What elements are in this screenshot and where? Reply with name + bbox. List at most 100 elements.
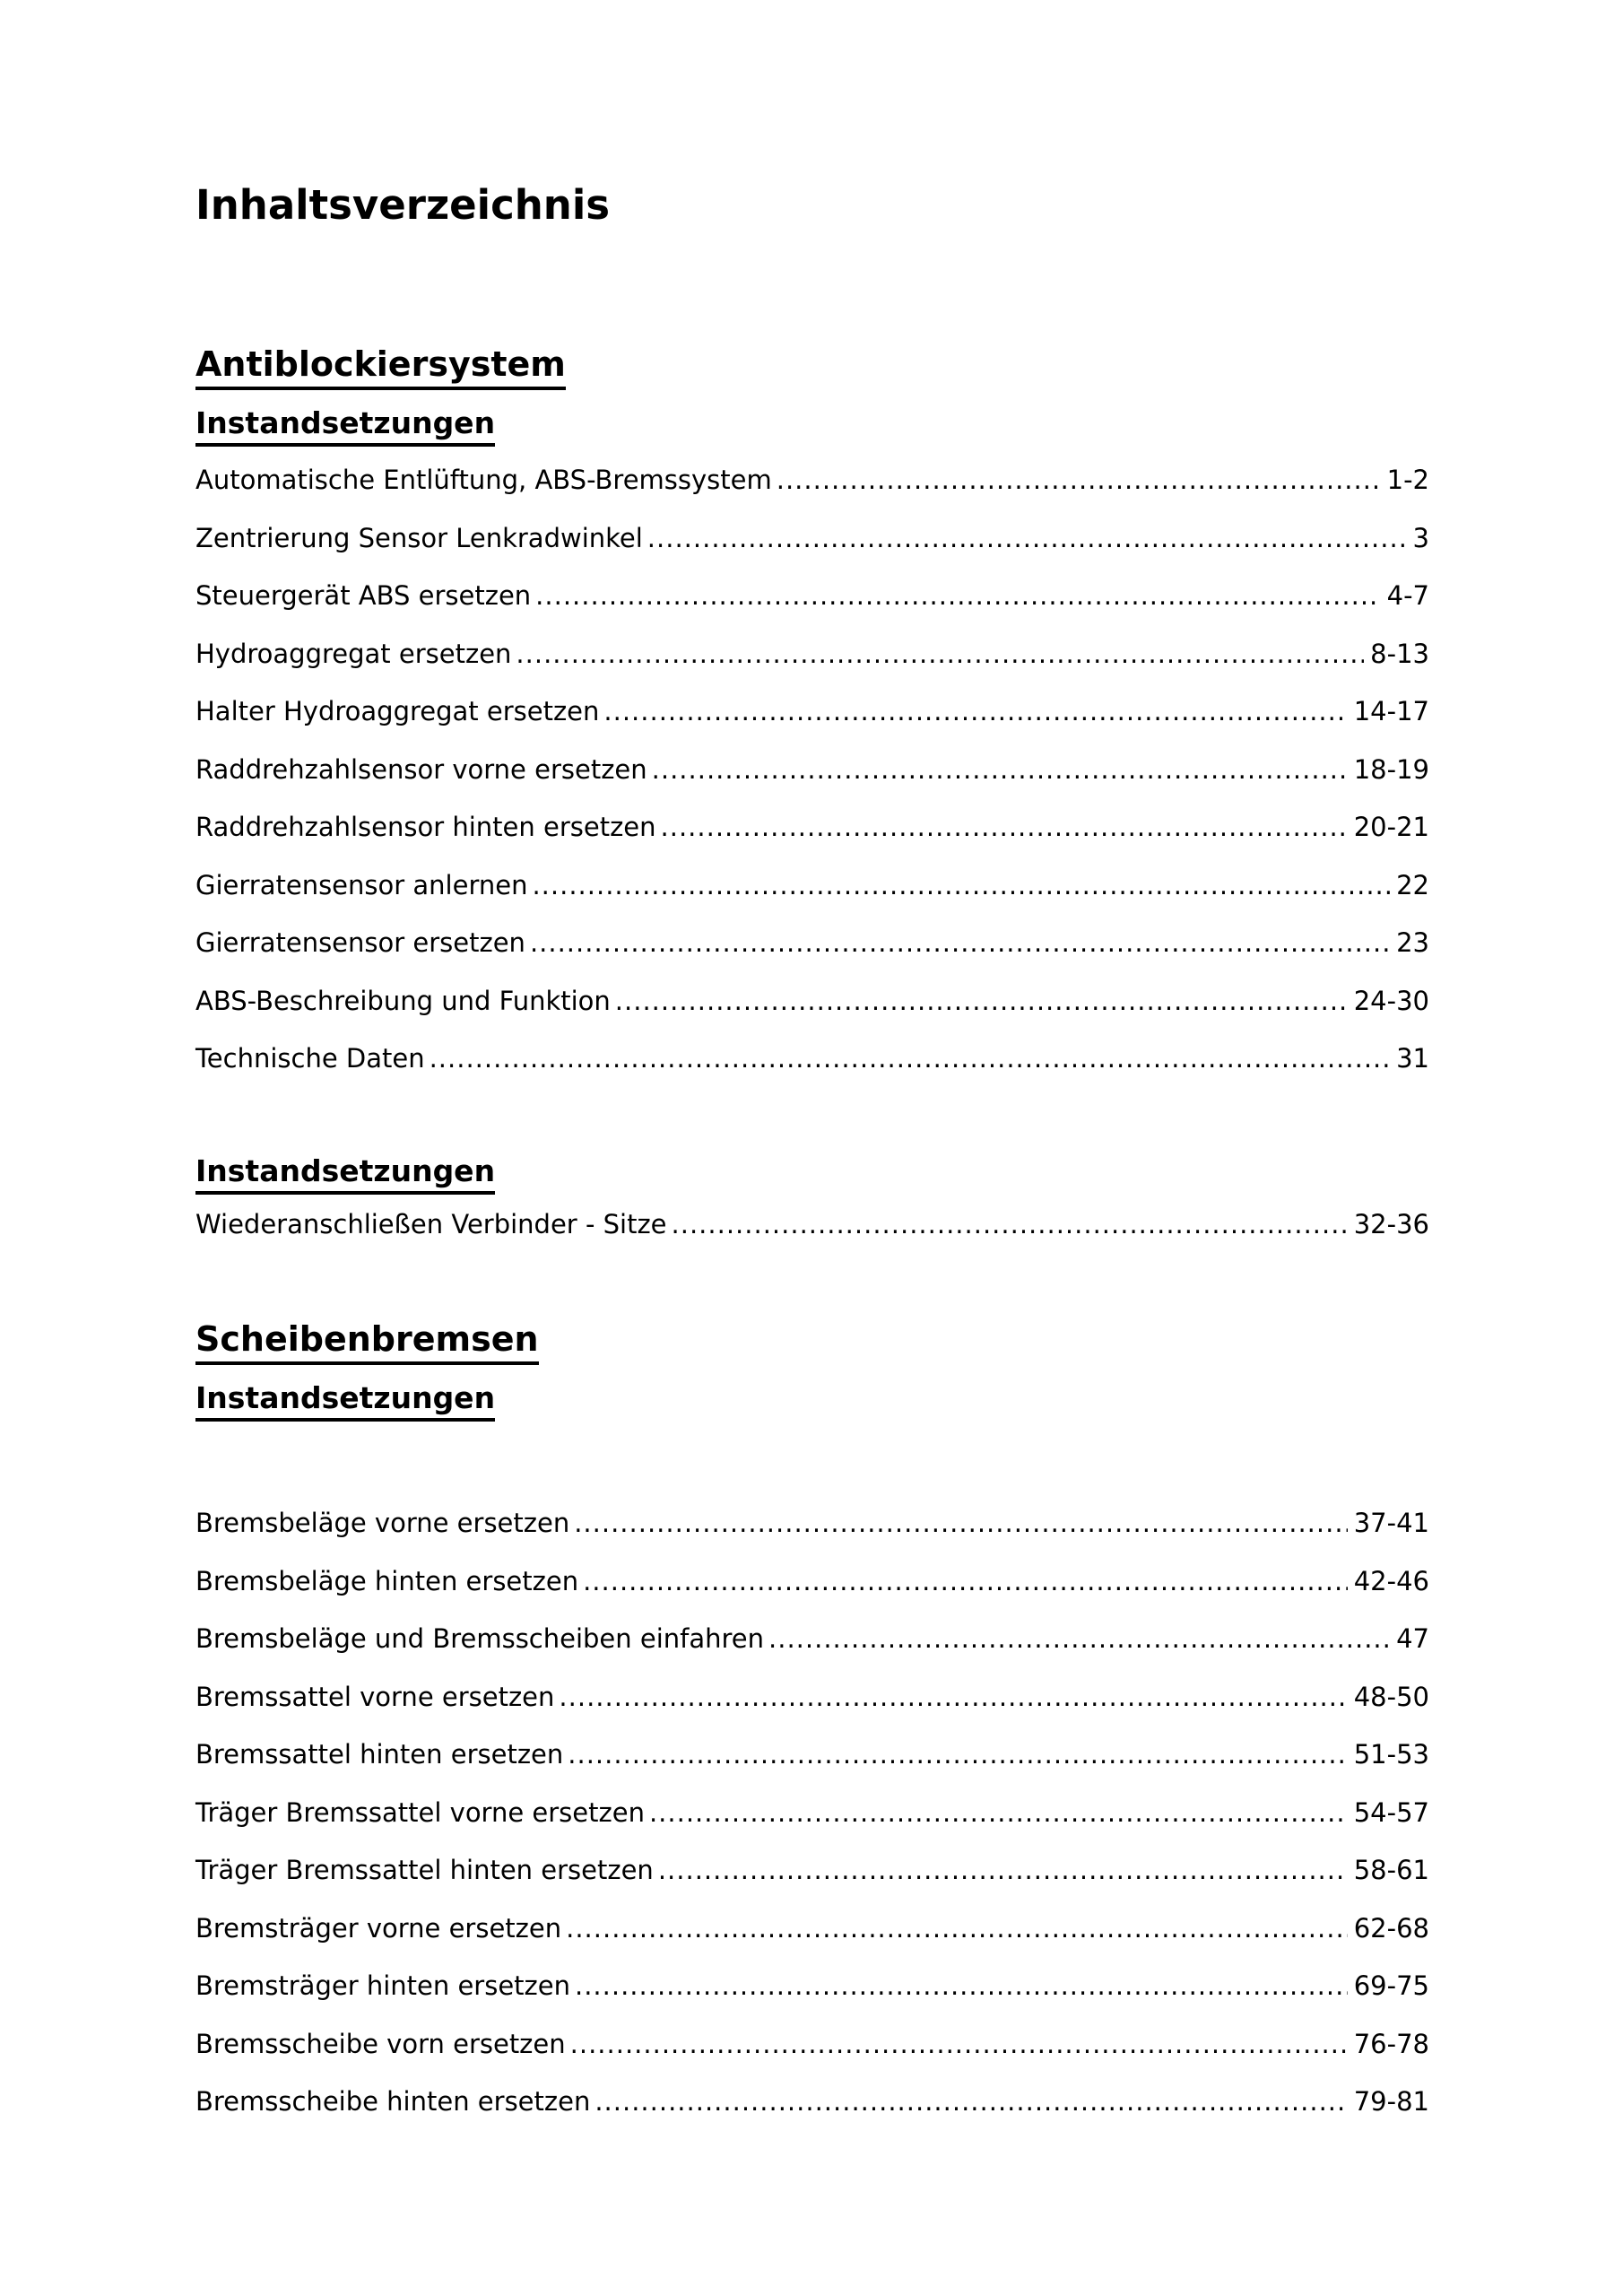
toc-entry[interactable]: Raddrehzahlsensor hinten ersetzen 20-21: [195, 798, 1429, 857]
toc-entry-pages: 54-57: [1353, 1796, 1429, 1828]
toc-entry-label: Gierratensensor ersetzen: [195, 927, 525, 958]
toc-entry-label: ABS-Beschreibung und Funktion: [195, 985, 611, 1016]
toc-section: Antiblockiersystem Instandsetzungen Auto…: [195, 344, 1429, 1088]
section-heading: Antiblockiersystem: [195, 344, 1429, 390]
dot-leader-icon: [425, 1030, 1391, 1088]
toc-entry[interactable]: Bremsbeläge hinten ersetzen 42-46: [195, 1552, 1429, 1611]
toc-entry-pages: 24-30: [1353, 985, 1429, 1016]
dot-leader-icon: [566, 2015, 1348, 2074]
dot-leader-icon: [570, 1957, 1348, 2015]
toc-entry-label: Automatische Entlüftung, ABS-Bremssystem: [195, 465, 772, 495]
toc-entry-pages: 37-41: [1353, 1508, 1429, 1538]
toc-section: Instandsetzungen Wiederanschließen Verbi…: [195, 1152, 1429, 1254]
toc-entry-label: Bremsbeläge und Bremsscheiben einfahren: [195, 1623, 765, 1654]
toc-entry-label: Wiederanschließen Verbinder - Sitze: [195, 1208, 667, 1239]
toc-entry-pages: 79-81: [1353, 2086, 1429, 2117]
toc-entry-label: Halter Hydroaggregat ersetzen: [195, 696, 600, 726]
dot-leader-icon: [611, 972, 1348, 1031]
table-of-contents: Antiblockiersystem Instandsetzungen Auto…: [195, 344, 1429, 2131]
toc-entry[interactable]: ABS-Beschreibung und Funktion 24-30: [195, 972, 1429, 1031]
toc-entry[interactable]: Automatische Entlüftung, ABS-Bremssystem…: [195, 451, 1429, 509]
toc-entry[interactable]: Raddrehzahlsensor vorne ersetzen 18-19: [195, 741, 1429, 799]
toc-entry-label: Raddrehzahlsensor hinten ersetzen: [195, 812, 656, 842]
toc-section: Scheibenbremsen Instandsetzungen Bremsbe…: [195, 1318, 1429, 2131]
dot-leader-icon: [764, 1610, 1390, 1668]
toc-entry[interactable]: Bremssattel vorne ersetzen 48-50: [195, 1668, 1429, 1726]
toc-entry-label: Bremsscheibe vorn ersetzen: [195, 2028, 566, 2059]
toc-entry-label: Raddrehzahlsensor vorne ersetzen: [195, 753, 647, 785]
dot-leader-icon: [563, 1726, 1347, 1784]
toc-entry-pages: 3: [1412, 522, 1429, 553]
dot-leader-icon: [569, 1494, 1348, 1552]
toc-entry-pages: 58-61: [1353, 1855, 1429, 1885]
toc-entry-pages: 51-53: [1353, 1739, 1429, 1770]
dot-leader-icon: [667, 1196, 1348, 1254]
toc-entry[interactable]: Gierratensensor anlernen 22: [195, 857, 1429, 915]
dot-leader-icon: [599, 683, 1347, 741]
toc-entry[interactable]: Wiederanschließen Verbinder - Sitze 32-3…: [195, 1196, 1429, 1254]
toc-entry[interactable]: Bremsscheibe hinten ersetzen 79-81: [195, 2073, 1429, 2131]
section-heading: Scheibenbremsen: [195, 1318, 1429, 1365]
toc-entry-label: Bremsbeläge vorne ersetzen: [195, 1508, 570, 1538]
toc-entry[interactable]: Bremsbeläge und Bremsscheiben einfahren …: [195, 1610, 1429, 1668]
toc-entry-pages: 48-50: [1353, 1681, 1429, 1712]
toc-entry[interactable]: Bremssattel hinten ersetzen 51-53: [195, 1726, 1429, 1784]
dot-leader-icon: [554, 1668, 1347, 1726]
toc-entry-pages: 42-46: [1353, 1565, 1429, 1596]
toc-entry[interactable]: Bremsscheibe vorn ersetzen 76-78: [195, 2015, 1429, 2074]
toc-entry-label: Gierratensensor anlernen: [195, 869, 528, 900]
toc-entry-pages: 14-17: [1353, 696, 1429, 726]
toc-entry[interactable]: Zentrierung Sensor Lenkradwinkel 3: [195, 509, 1429, 568]
toc-entry-label: Bremsscheibe hinten ersetzen: [195, 2086, 591, 2117]
toc-entry-pages: 4-7: [1386, 580, 1429, 611]
toc-entry[interactable]: Halter Hydroaggregat ersetzen 14-17: [195, 683, 1429, 741]
toc-entry[interactable]: Hydroaggregat ersetzen 8-13: [195, 625, 1429, 683]
toc-entry-pages: 20-21: [1353, 812, 1429, 842]
page-title: Inhaltsverzeichnis: [195, 181, 611, 229]
toc-entry-pages: 32-36: [1353, 1208, 1429, 1239]
toc-entry[interactable]: Träger Bremssattel vorne ersetzen 54-57: [195, 1784, 1429, 1842]
toc-entry[interactable]: Steuergerät ABS ersetzen 4-7: [195, 567, 1429, 625]
toc-entry-label: Träger Bremssattel vorne ersetzen: [195, 1796, 645, 1828]
toc-entry[interactable]: Bremsträger hinten ersetzen 69-75: [195, 1957, 1429, 2015]
toc-entry-pages: 62-68: [1353, 1912, 1429, 1944]
toc-entry[interactable]: Träger Bremssattel hinten ersetzen 58-61: [195, 1841, 1429, 1900]
toc-entry-label: Bremssattel hinten ersetzen: [195, 1739, 564, 1770]
subsection-heading: Instandsetzungen: [195, 1152, 1429, 1195]
toc-entry-pages: 47: [1396, 1623, 1429, 1654]
toc-entry[interactable]: Bremsbeläge vorne ersetzen 37-41: [195, 1494, 1429, 1552]
dot-leader-icon: [647, 741, 1348, 799]
toc-entry-pages: 69-75: [1353, 1970, 1429, 2001]
subsection-heading-text: Instandsetzungen: [195, 1380, 496, 1422]
section-heading-text: Scheibenbremsen: [195, 1319, 539, 1365]
dot-leader-icon: [643, 509, 1407, 568]
toc-entry[interactable]: Bremsträger vorne ersetzen 62-68: [195, 1900, 1429, 1958]
toc-entry-label: Bremsträger hinten ersetzen: [195, 1970, 570, 2001]
dot-leader-icon: [531, 567, 1380, 625]
dot-leader-icon: [645, 1784, 1348, 1842]
toc-entry-label: Bremssattel vorne ersetzen: [195, 1681, 555, 1712]
toc-entry-pages: 1-2: [1386, 465, 1429, 495]
dot-leader-icon: [525, 914, 1390, 972]
subsection-heading-text: Instandsetzungen: [195, 405, 496, 447]
toc-entry-pages: 76-78: [1353, 2028, 1429, 2059]
toc-entry-label: Technische Daten: [195, 1043, 425, 1074]
dot-leader-icon: [656, 798, 1348, 857]
dot-leader-icon: [654, 1841, 1348, 1900]
section-entries: Wiederanschließen Verbinder - Sitze 32-3…: [195, 1196, 1429, 1254]
toc-entry-pages: 23: [1396, 927, 1429, 958]
toc-entry-label: Träger Bremssattel hinten ersetzen: [195, 1855, 654, 1885]
section-entries: Bremsbeläge vorne ersetzen 37-41 Bremsbe…: [195, 1494, 1429, 2131]
dot-leader-icon: [578, 1552, 1348, 1611]
toc-entry-label: Bremsbeläge hinten ersetzen: [195, 1565, 579, 1596]
toc-entry-label: Bremsträger vorne ersetzen: [195, 1912, 562, 1944]
dot-leader-icon: [527, 857, 1390, 915]
section-entries: Automatische Entlüftung, ABS-Bremssystem…: [195, 451, 1429, 1088]
toc-entry[interactable]: Technische Daten 31: [195, 1030, 1429, 1088]
toc-entry[interactable]: Gierratensensor ersetzen 23: [195, 914, 1429, 972]
toc-entry-pages: 22: [1396, 869, 1429, 900]
subsection-heading-text: Instandsetzungen: [195, 1152, 496, 1195]
toc-entry-label: Hydroaggregat ersetzen: [195, 638, 512, 669]
toc-entry-label: Zentrierung Sensor Lenkradwinkel: [195, 522, 643, 553]
dot-leader-icon: [561, 1900, 1348, 1958]
